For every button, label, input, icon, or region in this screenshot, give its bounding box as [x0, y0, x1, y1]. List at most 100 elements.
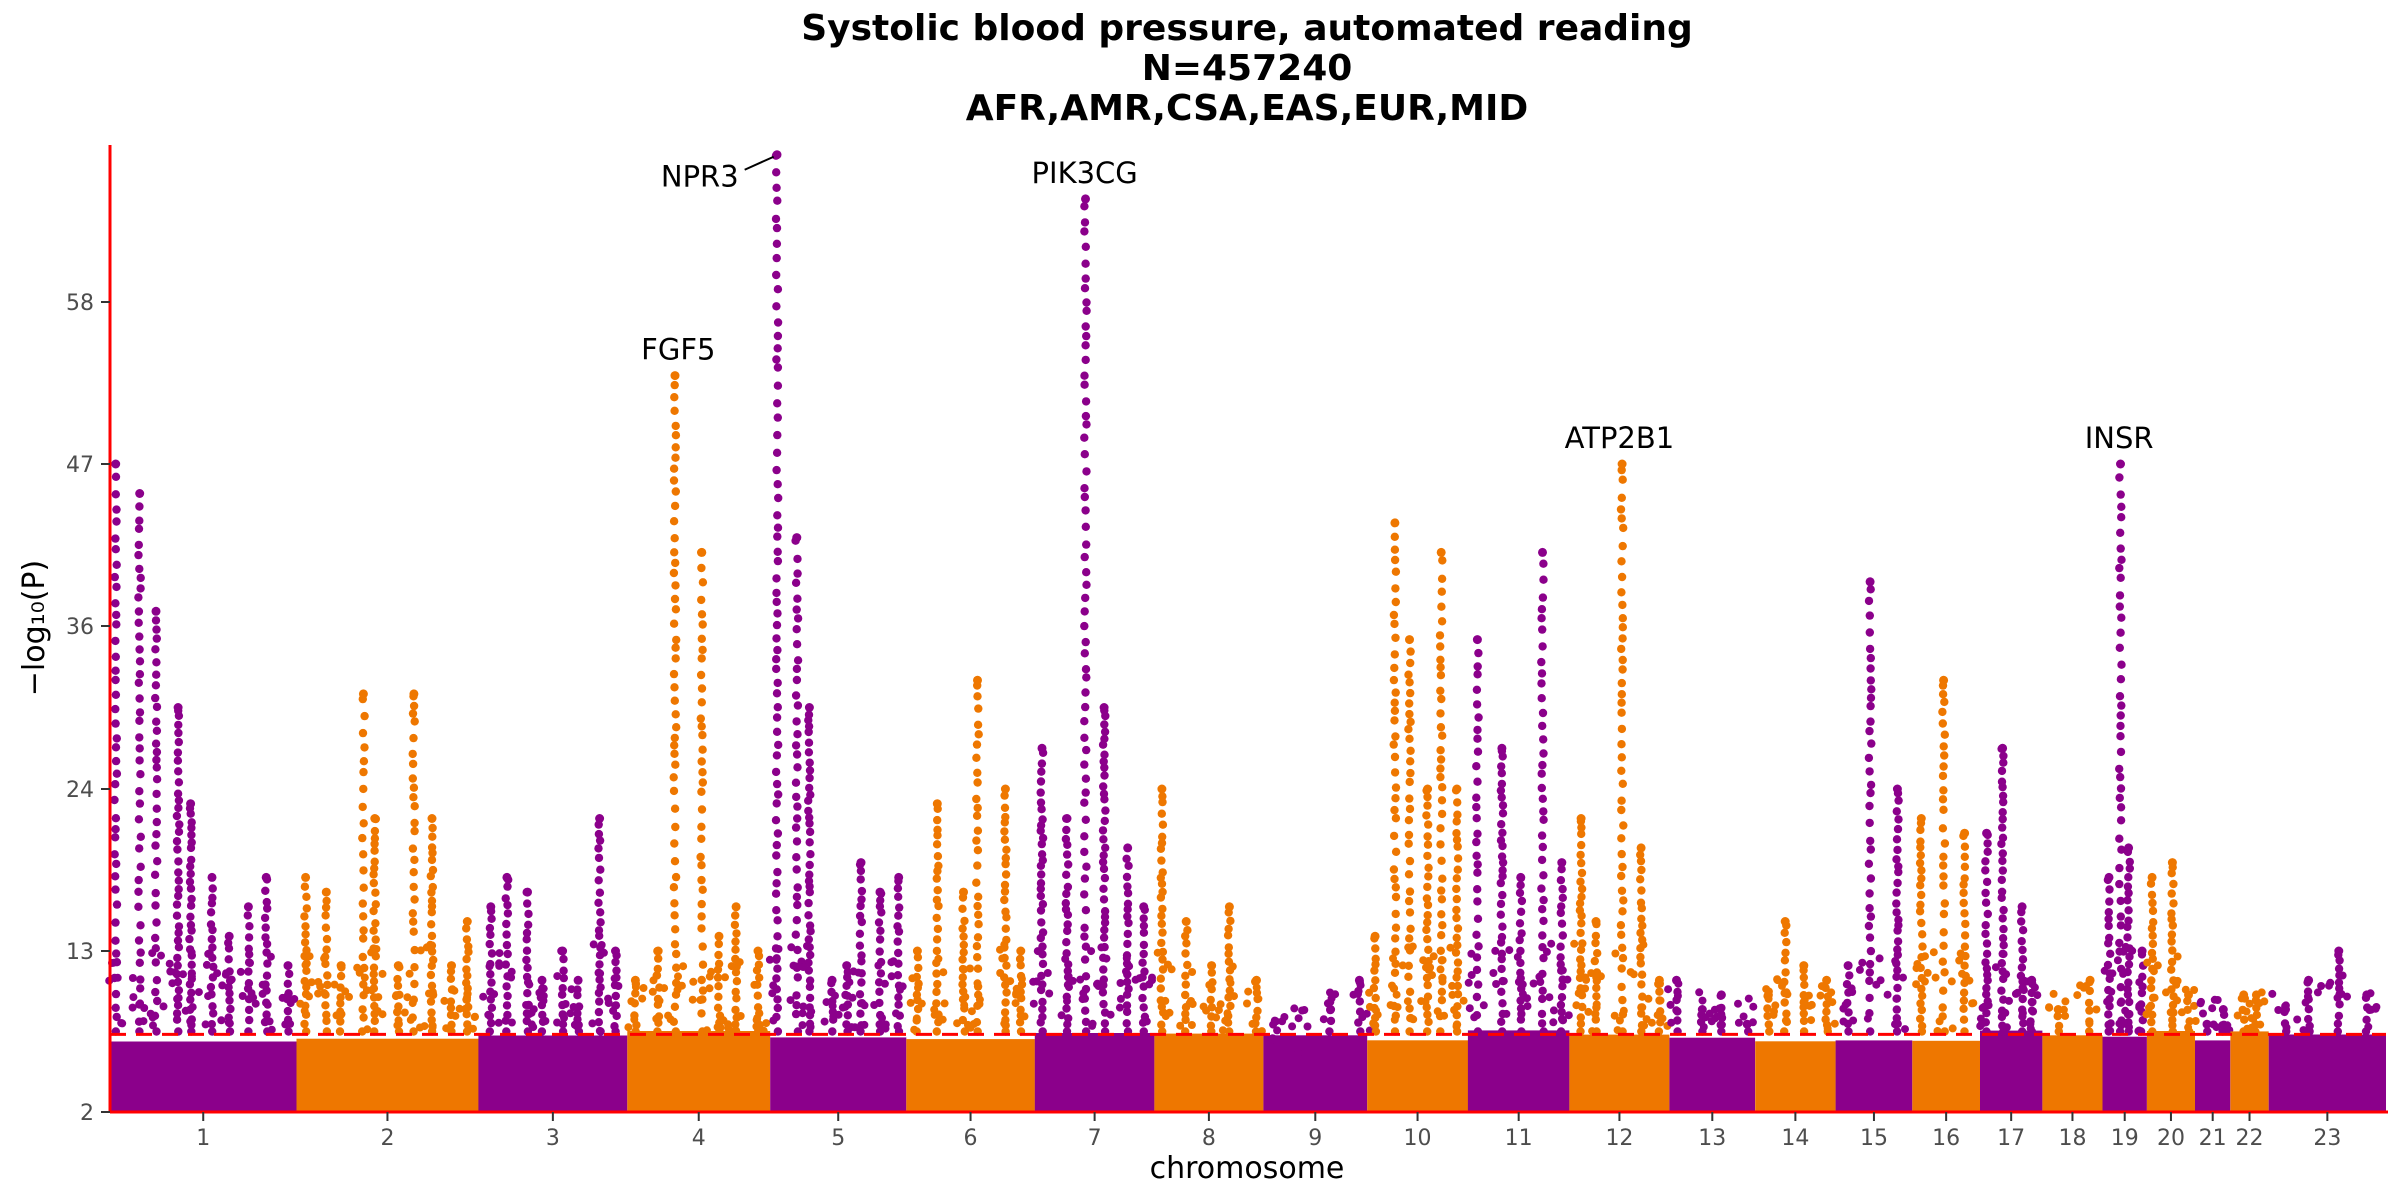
snp-point — [973, 861, 982, 870]
snp-point — [2117, 701, 2126, 710]
snp-point — [1497, 793, 1506, 802]
snp-point — [1436, 755, 1446, 764]
snp-point — [360, 973, 369, 982]
snp-point — [1061, 905, 1071, 914]
snp-point — [1956, 949, 1965, 958]
snp-point — [1406, 768, 1415, 778]
snp-point — [806, 850, 815, 859]
snp-point — [1515, 919, 1525, 928]
snp-point — [1917, 918, 1926, 928]
y-tick-label: 24 — [66, 778, 94, 803]
peak-point — [1081, 194, 1090, 204]
snp-point — [791, 823, 801, 832]
snp-point — [958, 924, 967, 933]
snp-point — [1278, 1017, 1287, 1026]
snp-point — [805, 838, 814, 847]
snp-point — [1901, 1025, 1909, 1034]
snp-point — [1100, 763, 1109, 772]
snp-point — [173, 748, 183, 757]
x-tick-label: 13 — [1698, 1126, 1726, 1151]
snp-point — [1961, 919, 1970, 929]
snp-point — [1894, 862, 1903, 871]
snp-point — [1866, 946, 1876, 956]
snp-point — [503, 882, 512, 891]
snp-point — [731, 1020, 740, 1029]
snp-point — [2103, 997, 2112, 1006]
snp-point — [2116, 490, 2125, 499]
snp-point — [1576, 850, 1585, 860]
snp-point — [1081, 774, 1091, 783]
snp-point — [1138, 993, 1147, 1003]
snp-point — [1865, 801, 1874, 811]
snp-point — [1982, 939, 1992, 948]
snp-point — [893, 937, 902, 946]
snp-point — [1000, 887, 1010, 896]
snp-point — [732, 994, 741, 1003]
snp-point — [789, 961, 798, 970]
snp-point — [1080, 649, 1090, 658]
chromosome-21-points — [2195, 995, 2234, 1112]
snp-point — [261, 886, 270, 895]
snp-point — [1998, 814, 2007, 824]
snp-point — [731, 1005, 740, 1015]
snp-point — [1082, 420, 1091, 429]
snp-point — [1082, 745, 1091, 755]
snp-point — [538, 1010, 547, 1020]
snp-point — [1405, 987, 1415, 996]
snp-point — [1673, 1016, 1682, 1025]
snp-point — [1157, 838, 1167, 848]
snp-point — [1617, 930, 1626, 939]
snp-point — [2282, 1023, 2291, 1032]
snp-point — [2116, 628, 2125, 637]
snp-point — [1405, 934, 1414, 943]
snp-point — [1576, 945, 1586, 954]
snp-point — [136, 984, 145, 993]
snp-point — [322, 896, 331, 906]
snp-point — [111, 885, 120, 894]
snp-point — [1081, 274, 1090, 283]
snp-point — [1422, 894, 1432, 903]
snp-point — [1636, 875, 1645, 884]
snp-point — [173, 953, 182, 963]
snp-point — [2104, 908, 2113, 917]
snp-point — [773, 413, 782, 422]
snp-point — [829, 1012, 838, 1021]
snp-point — [1158, 820, 1168, 829]
snp-point — [1099, 864, 1109, 874]
snp-point — [111, 545, 121, 554]
snp-point — [1098, 857, 1108, 867]
snp-point — [774, 493, 783, 503]
snp-point — [2167, 930, 2177, 939]
snp-point — [1436, 840, 1445, 849]
snp-point — [671, 558, 680, 568]
snp-point — [1998, 849, 2008, 858]
snp-point — [1865, 889, 1874, 898]
snp-point — [1537, 1019, 1547, 1028]
snp-point — [1100, 720, 1109, 729]
snp-point — [2135, 1003, 2144, 1012]
peak-point — [731, 902, 741, 912]
snp-point — [1391, 783, 1401, 792]
snp-point — [1783, 1018, 1791, 1026]
snp-point — [359, 850, 368, 859]
snp-point — [427, 1008, 436, 1017]
snp-point — [2116, 784, 2126, 793]
background-snp-band — [296, 1038, 479, 1112]
snp-point — [1867, 685, 1876, 694]
snp-point — [1116, 994, 1125, 1003]
snp-point — [875, 947, 884, 956]
snp-point — [1939, 928, 1948, 937]
snp-point — [932, 987, 941, 997]
snp-point — [1459, 996, 1468, 1005]
snp-point — [1617, 982, 1626, 992]
snp-point — [2128, 946, 2137, 955]
snp-point — [1537, 694, 1546, 703]
snp-point — [881, 1024, 890, 1033]
snp-point — [2150, 993, 2159, 1002]
chromosome-9-points — [1263, 975, 1374, 1112]
snp-point — [731, 945, 740, 954]
snp-point — [2002, 1023, 2011, 1032]
snp-point — [2325, 981, 2333, 990]
snp-point — [1472, 992, 1482, 1002]
